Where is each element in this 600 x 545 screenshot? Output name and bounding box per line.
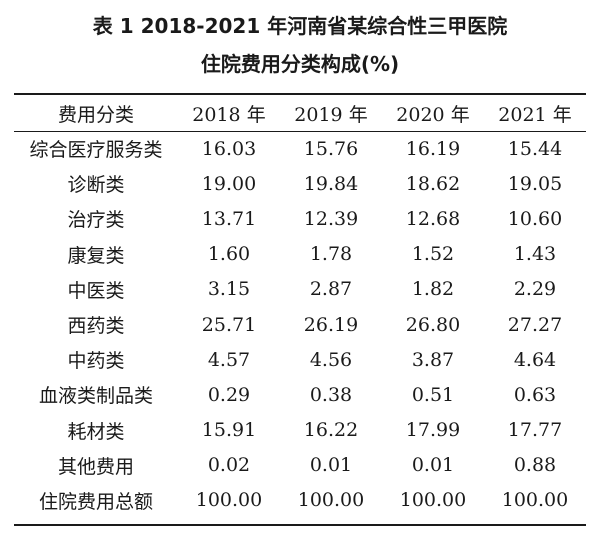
row-value-cell: 0.38 <box>309 383 353 406</box>
row-category-cell: 治疗类 <box>67 209 125 232</box>
row-value-cell: 0.29 <box>207 383 251 406</box>
row-value-cell: 100.00 <box>297 489 365 512</box>
row-value-cell: 15.91 <box>201 419 257 442</box>
table-row: 住院费用总额 100.00 100.00 100.00 100.00 <box>14 483 586 518</box>
row-value-cell: 2.87 <box>309 278 353 301</box>
row-value-cell: 0.51 <box>411 383 455 406</box>
row-value-cell: 1.43 <box>513 243 557 266</box>
table-row: 血液类制品类 0.29 0.38 0.51 0.63 <box>14 377 586 412</box>
row-value-cell: 1.82 <box>411 278 455 301</box>
header-2018: 2018 年 <box>192 103 266 126</box>
row-category-cell: 康复类 <box>67 244 125 267</box>
row-value-cell: 0.01 <box>411 454 455 477</box>
table-row: 诊断类 19.00 19.84 18.62 19.05 <box>14 166 586 201</box>
row-category-cell: 中医类 <box>67 279 125 302</box>
table-header-rule <box>14 131 586 132</box>
header-2021: 2021 年 <box>498 103 572 126</box>
row-value-cell: 4.56 <box>309 348 353 371</box>
row-category-cell: 诊断类 <box>67 174 125 197</box>
row-value-cell: 13.71 <box>201 207 257 230</box>
row-value-cell: 12.68 <box>405 207 461 230</box>
row-value-cell: 17.77 <box>507 419 563 442</box>
row-value-cell: 19.84 <box>303 172 359 195</box>
row-value-cell: 1.78 <box>309 243 353 266</box>
table-row: 中医类 3.15 2.87 1.82 2.29 <box>14 272 586 307</box>
row-value-cell: 2.29 <box>513 278 557 301</box>
header-2019: 2019 年 <box>294 103 368 126</box>
table-row: 中药类 4.57 4.56 3.87 4.64 <box>14 342 586 377</box>
row-value-cell: 16.19 <box>405 137 461 160</box>
table-row: 西药类 25.71 26.19 26.80 27.27 <box>14 307 586 342</box>
row-value-cell: 19.05 <box>507 172 563 195</box>
row-category-cell: 综合医疗服务类 <box>29 139 163 162</box>
row-value-cell: 15.76 <box>303 137 359 160</box>
table-row: 其他费用 0.02 0.01 0.01 0.88 <box>14 448 586 483</box>
row-value-cell: 16.22 <box>303 419 359 442</box>
row-value-cell: 0.63 <box>513 383 557 406</box>
row-value-cell: 18.62 <box>405 172 461 195</box>
row-category-cell: 其他费用 <box>57 455 134 478</box>
row-category-cell: 住院费用总额 <box>38 490 153 513</box>
row-value-cell: 26.19 <box>303 313 359 336</box>
table-caption-line-2: 住院费用分类构成(%) <box>200 52 400 76</box>
row-value-cell: 0.02 <box>207 454 251 477</box>
table-caption-line-1: 表 1 2018-2021 年河南省某综合性三甲医院 <box>92 14 508 38</box>
row-value-cell: 4.57 <box>207 348 251 371</box>
table-top-rule <box>14 93 586 95</box>
table-bottom-rule <box>14 524 586 526</box>
table-row: 耗材类 15.91 16.22 17.99 17.77 <box>14 413 586 448</box>
row-value-cell: 12.39 <box>303 207 359 230</box>
row-value-cell: 1.60 <box>207 243 251 266</box>
table-row: 治疗类 13.71 12.39 12.68 10.60 <box>14 201 586 236</box>
row-value-cell: 1.52 <box>411 243 455 266</box>
row-value-cell: 16.03 <box>201 137 257 160</box>
row-category-cell: 血液类制品类 <box>38 385 153 408</box>
row-value-cell: 15.44 <box>507 137 563 160</box>
row-value-cell: 0.01 <box>309 454 353 477</box>
row-value-cell: 100.00 <box>399 489 467 512</box>
row-value-cell: 100.00 <box>195 489 263 512</box>
table-row: 康复类 1.60 1.78 1.52 1.43 <box>14 237 586 272</box>
row-value-cell: 3.15 <box>207 278 251 301</box>
row-value-cell: 0.88 <box>513 454 557 477</box>
row-category-cell: 耗材类 <box>67 420 125 443</box>
table-header-row: 费用分类 2018 年 2019 年 2020 年 2021 年 <box>14 95 586 131</box>
cost-composition-table: 费用分类 2018 年 2019 年 2020 年 2021 年 综合医疗服务类… <box>14 95 586 518</box>
row-value-cell: 19.00 <box>201 172 257 195</box>
row-value-cell: 17.99 <box>405 419 461 442</box>
row-value-cell: 26.80 <box>405 313 461 336</box>
row-category-cell: 西药类 <box>67 315 125 338</box>
row-value-cell: 25.71 <box>201 313 257 336</box>
header-category: 费用分类 <box>57 103 134 126</box>
row-category-cell: 中药类 <box>67 350 125 373</box>
row-value-cell: 4.64 <box>513 348 557 371</box>
row-value-cell: 100.00 <box>501 489 569 512</box>
table-body: 综合医疗服务类 16.03 15.76 16.19 15.44 诊断类 19.00 19.84… <box>14 131 586 518</box>
header-2020: 2020 年 <box>396 103 470 126</box>
table-row: 综合医疗服务类 16.03 15.76 16.19 15.44 <box>14 131 586 166</box>
row-value-cell: 27.27 <box>507 313 563 336</box>
row-value-cell: 10.60 <box>507 207 563 230</box>
row-value-cell: 3.87 <box>411 348 455 371</box>
